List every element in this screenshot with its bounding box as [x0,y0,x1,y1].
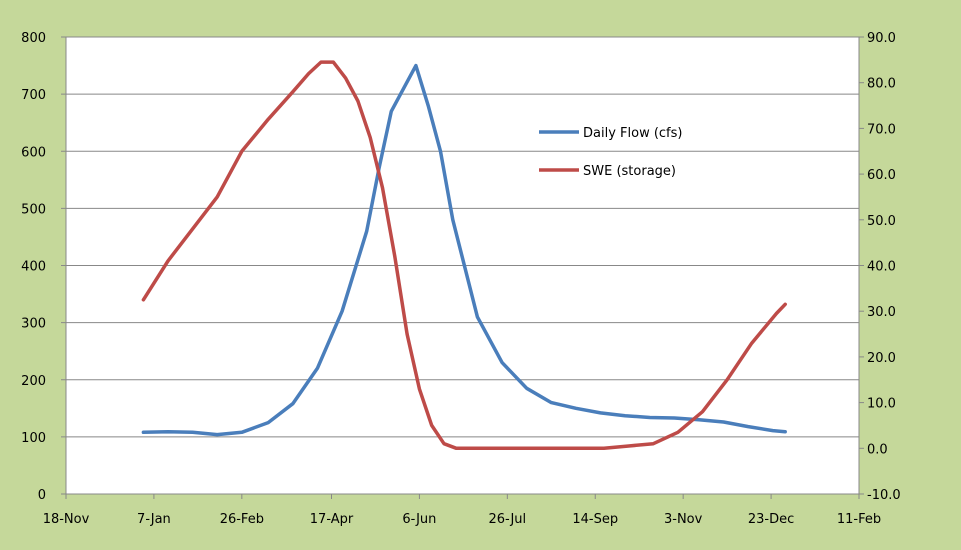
y-right-tick-label: -10.0 [867,488,901,503]
x-tick-label: 6-Jun [402,512,436,527]
x-tick-label: 11-Feb [837,512,881,527]
x-tick-label: 18-Nov [43,512,90,527]
x-tick-label: 17-Apr [310,512,354,527]
y-left-tick-label: 300 [21,317,46,332]
y-left-tick-label: 0 [38,488,46,503]
series-layer [141,60,787,451]
y-left-tick-label: 600 [21,145,46,160]
y-left-tick-label: 700 [21,88,46,103]
y-left-tick-label: 800 [21,31,46,46]
y-right-tick-label: 10.0 [867,397,896,412]
y-left-tick-label: 200 [21,374,46,389]
legend-label: SWE (storage) [583,164,676,179]
y-left-tick-label: 500 [21,202,46,217]
y-left-tick-label: 400 [21,260,46,275]
x-tick-label: 26-Jul [489,512,527,527]
series-line-daily-flow-cfs [141,63,787,437]
y-right-tick-label: 80.0 [867,77,896,92]
y-axis-right-labels: -10.0 0.0 10.0 20.0 30.0 40.0 50.0 60.0 70.0 80.0… [867,31,901,503]
series-line-swe-storage [141,60,787,451]
y-right-tick-label: 70.0 [867,122,896,137]
x-axis-labels: 18-Nov 7-Jan 26-Feb 17-Apr 6-Jun 26-Jul 14-Sep… [43,512,881,527]
axes [61,36,864,499]
legend: Daily Flow (cfs) SWE (storage) [539,126,682,179]
x-tick-label: 7-Jan [137,512,171,527]
x-tick-label: 26-Feb [220,512,264,527]
x-tick-label: 23-Dec [748,512,794,527]
y-right-tick-label: 30.0 [867,305,896,320]
y-right-tick-label: 20.0 [867,351,896,366]
gridlines [66,36,859,438]
legend-label: Daily Flow (cfs) [583,126,682,141]
y-right-tick-label: 0.0 [867,442,888,457]
x-tick-label: 3-Nov [664,512,703,527]
y-right-tick-label: 50.0 [867,214,896,229]
x-tick-label: 14-Sep [572,512,618,527]
y-right-tick-label: 90.0 [867,31,896,46]
y-left-tick-label: 100 [21,431,46,446]
y-axis-left-labels: 0 100 200 300 400 500 600 700 800 [21,31,46,503]
y-right-tick-label: 60.0 [867,168,896,183]
y-right-tick-label: 40.0 [867,260,896,275]
